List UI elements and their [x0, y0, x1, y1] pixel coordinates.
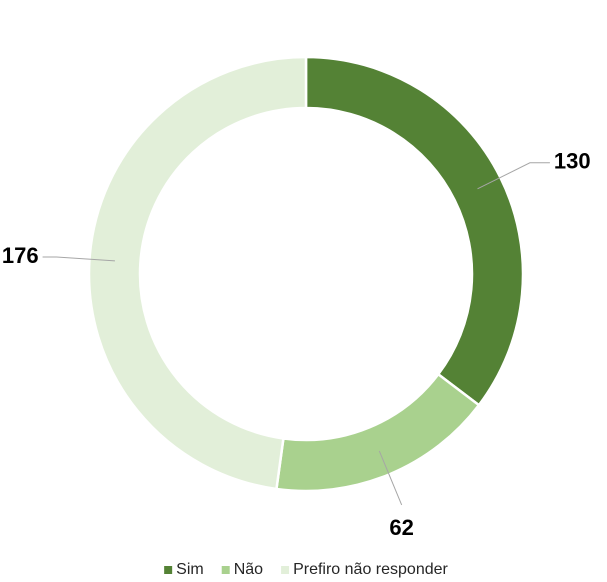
donut-slice	[87, 55, 308, 491]
data-label: 62	[389, 515, 413, 540]
legend-swatch	[164, 566, 173, 574]
data-label: 176	[2, 243, 39, 268]
legend-label: Sim	[176, 561, 204, 578]
data-label: 130	[554, 149, 591, 174]
legend-label: Não	[234, 561, 263, 578]
legend-swatch	[221, 566, 230, 574]
leader-line	[378, 450, 403, 506]
legend-swatch	[281, 566, 290, 574]
donut-slice	[275, 372, 481, 493]
legend-label: Prefiro não responder	[293, 561, 448, 578]
leader-line	[477, 162, 550, 190]
leader-line	[42, 256, 115, 262]
donut-slice	[304, 55, 525, 407]
